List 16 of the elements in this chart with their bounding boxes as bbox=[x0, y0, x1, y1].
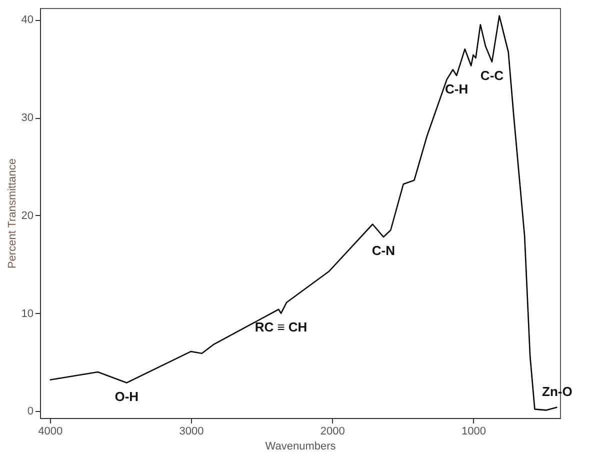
x-tick-label: 2000 bbox=[320, 426, 345, 438]
y-axis-title: Percent Transmittance bbox=[6, 158, 18, 269]
annotation: C-N bbox=[372, 242, 396, 258]
y-tick-label: 0 bbox=[27, 406, 34, 418]
x-tick-label: 3000 bbox=[179, 426, 204, 438]
y-tick-label: 20 bbox=[21, 210, 34, 222]
y-tick-label: 30 bbox=[21, 112, 34, 124]
annotation: C-C bbox=[480, 68, 504, 83]
x-tick-label: 1000 bbox=[461, 426, 486, 438]
x-axis-title: Wavenumbers bbox=[265, 440, 336, 452]
annotation: RC ≡ CH bbox=[254, 319, 308, 334]
annotation: O-H bbox=[114, 388, 139, 404]
x-tick-label: 4000 bbox=[38, 426, 63, 438]
y-tick-label: 10 bbox=[21, 308, 34, 320]
annotation: C-H bbox=[445, 82, 468, 97]
y-tick-label: 40 bbox=[21, 14, 34, 26]
